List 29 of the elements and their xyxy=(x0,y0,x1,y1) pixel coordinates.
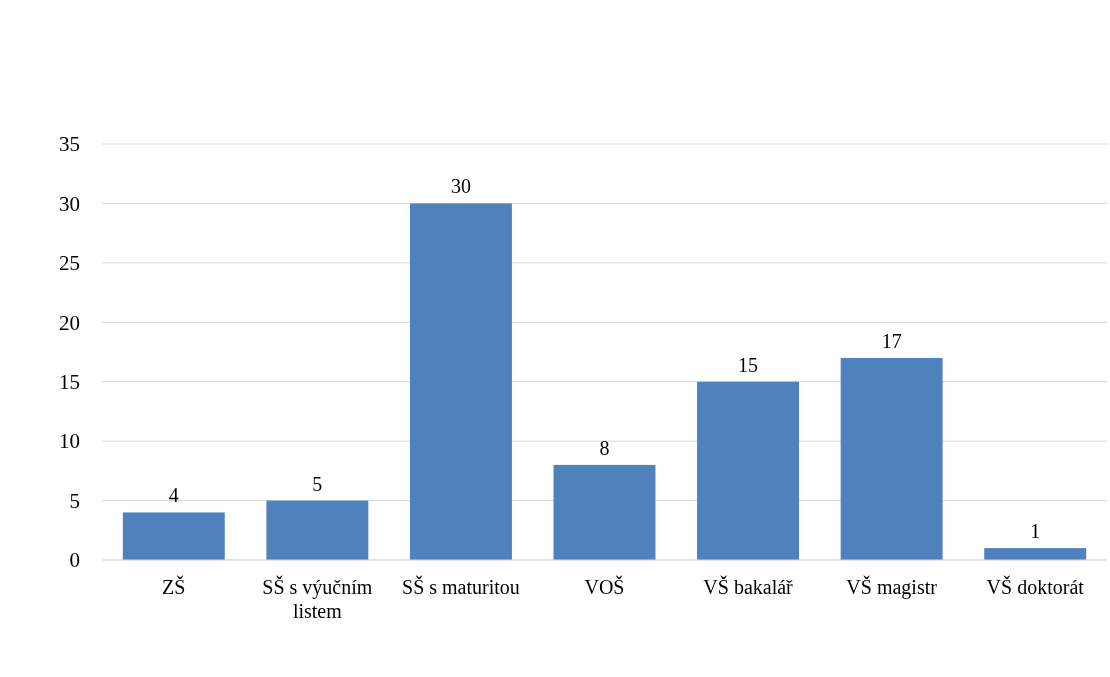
bar xyxy=(697,381,800,560)
x-tick-label: VOŠ xyxy=(584,575,625,598)
y-tick-label: 0 xyxy=(69,548,80,573)
bar xyxy=(122,512,225,560)
y-tick-label: 25 xyxy=(59,251,80,276)
data-label: 4 xyxy=(168,484,179,507)
bar xyxy=(409,203,512,560)
y-tick-label: 20 xyxy=(59,310,80,335)
y-tick-label: 5 xyxy=(69,488,80,513)
bar xyxy=(840,357,943,560)
data-label: 17 xyxy=(881,329,902,352)
x-tick-label: SŠ s výučním listem xyxy=(262,575,373,622)
y-tick-label: 10 xyxy=(59,429,80,454)
x-tick-label: VŠ bakalář xyxy=(703,575,794,598)
y-tick-label: 35 xyxy=(59,132,80,157)
data-label: 5 xyxy=(312,472,323,495)
x-tick-label: VŠ doktorát xyxy=(986,575,1085,598)
x-tick-label: ZŠ xyxy=(162,575,186,598)
y-tick-label: 15 xyxy=(59,370,80,395)
data-label: 30 xyxy=(450,175,471,198)
bar xyxy=(984,548,1087,560)
bar xyxy=(266,500,369,560)
data-label: 15 xyxy=(738,353,759,376)
x-tick-label: VŠ magistr xyxy=(846,575,938,599)
data-label: 8 xyxy=(599,436,610,459)
y-tick-label: 30 xyxy=(59,191,80,216)
data-label: 1 xyxy=(1030,520,1041,543)
bar xyxy=(553,464,656,560)
x-tick-label: SŠ s maturitou xyxy=(402,575,520,598)
